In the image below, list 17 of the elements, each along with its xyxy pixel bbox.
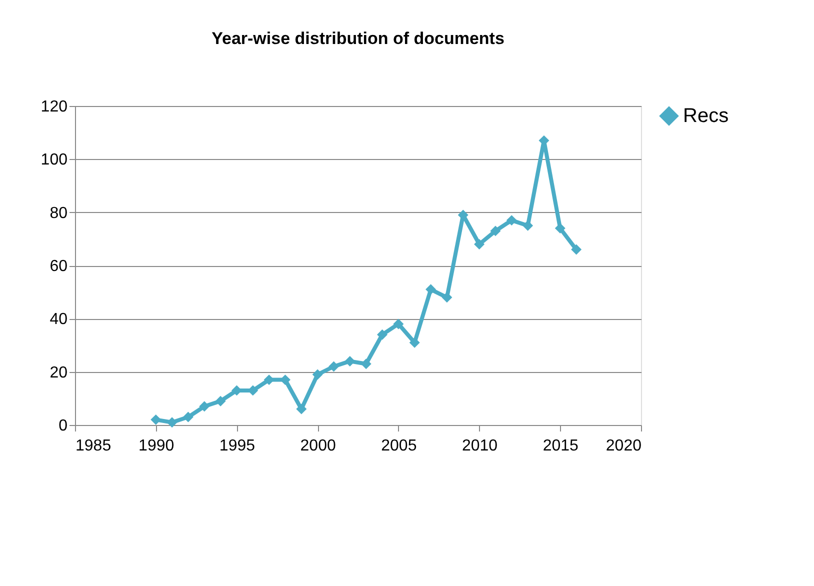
y-tick-label: 60	[50, 258, 68, 275]
x-tick-label: 2020	[606, 438, 642, 454]
y-tick-label: 120	[40, 98, 68, 116]
chart-title: Year-wise distribution of documents	[212, 29, 504, 48]
x-tick-label: 1995	[219, 438, 256, 454]
x-tick-label: 2005	[381, 438, 417, 454]
y-tick-label: 100	[40, 152, 68, 169]
legend-label: Recs	[683, 105, 729, 127]
y-tick-label: 20	[50, 364, 68, 382]
x-tick-label: 2015	[542, 438, 579, 454]
x-tick-label: 1985	[76, 438, 112, 454]
y-tick-label: 0	[58, 418, 68, 434]
x-tick-label: 2010	[462, 438, 498, 454]
y-tick-label: 40	[50, 311, 68, 328]
x-tick-label: 1990	[138, 438, 174, 454]
x-tick-label: 2000	[300, 438, 336, 454]
y-tick-label: 80	[50, 204, 68, 222]
